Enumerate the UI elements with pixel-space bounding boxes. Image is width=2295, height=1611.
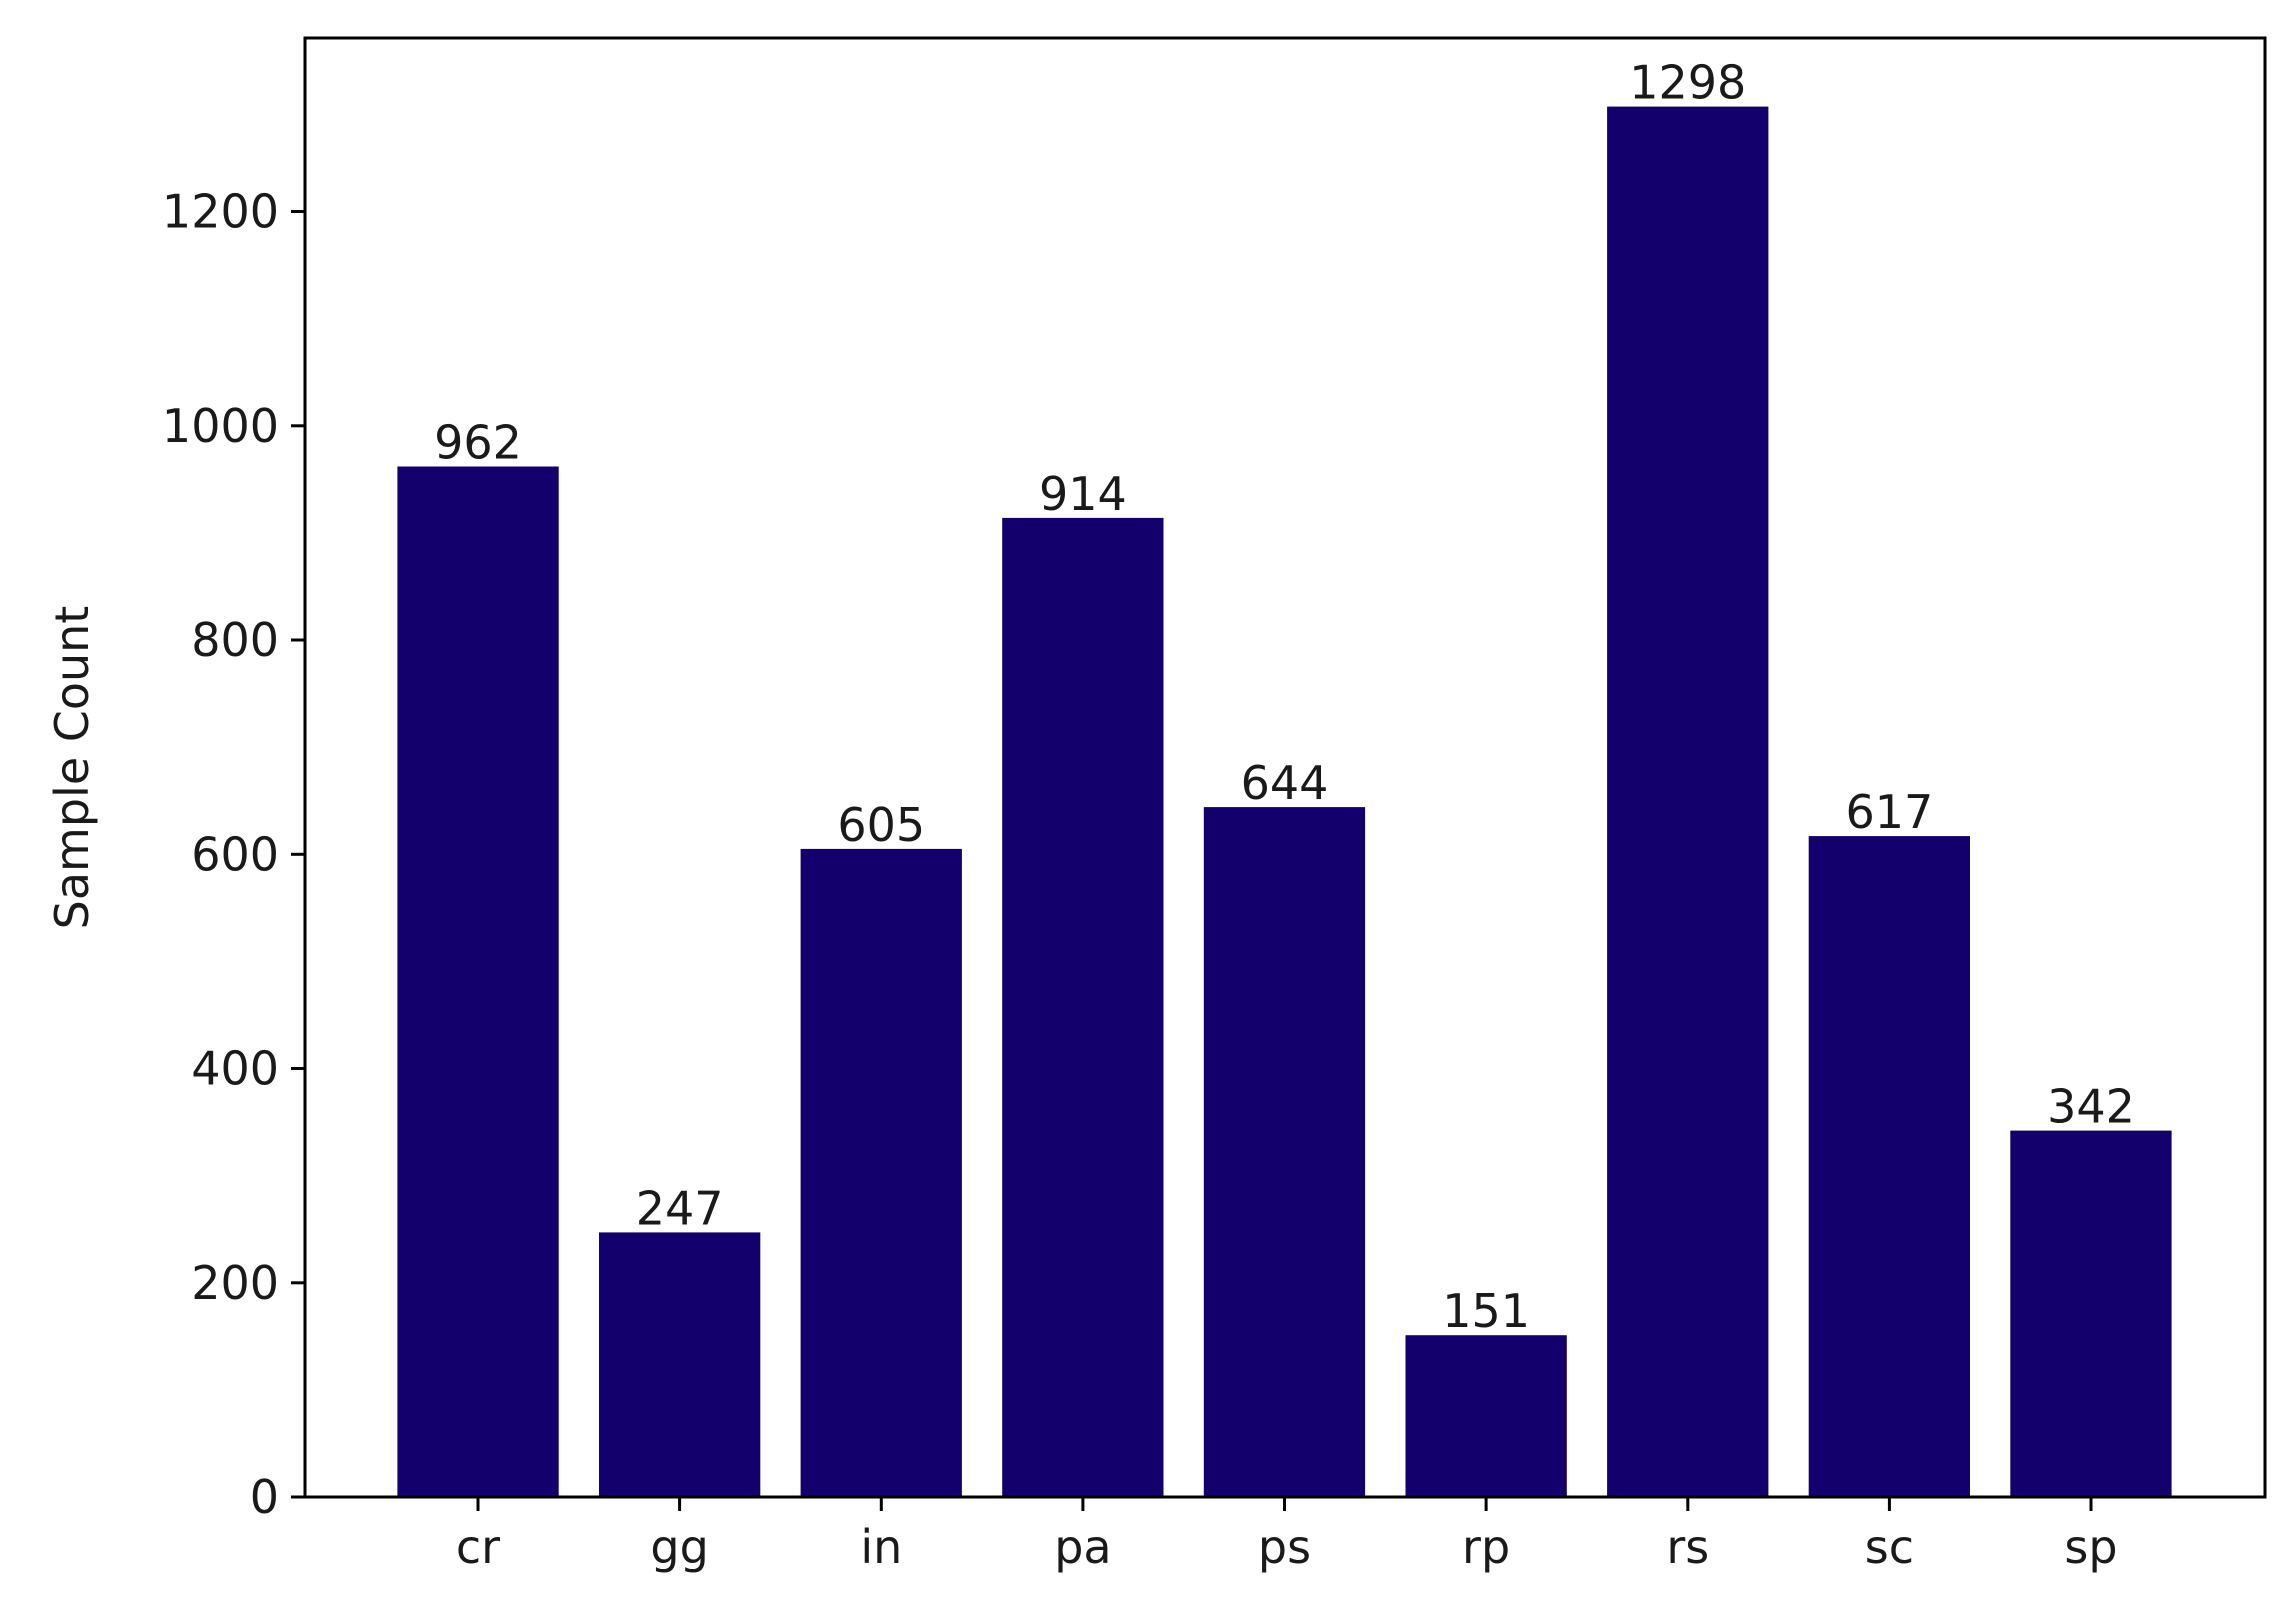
x-tick-label-cr: cr xyxy=(456,1520,500,1574)
y-axis-title: Sample Count xyxy=(45,606,99,930)
bar-sc xyxy=(1808,836,1970,1497)
x-tick-label-ps: ps xyxy=(1258,1520,1311,1574)
bar-rp xyxy=(1405,1335,1567,1497)
x-axis: cr gg in pa ps rp rs sc sp xyxy=(456,1497,2118,1574)
bar-rs xyxy=(1607,106,1769,1498)
y-axis: 0 200 400 600 800 1000 1200 xyxy=(162,185,305,1524)
x-tick-label-pa: pa xyxy=(1054,1520,1111,1574)
data-label-rs: 1298 xyxy=(1629,56,1746,110)
y-tick-label-1000: 1000 xyxy=(162,399,279,453)
y-tick-label-0: 0 xyxy=(250,1470,279,1524)
y-tick-label-600: 600 xyxy=(191,827,279,881)
data-label-sc: 617 xyxy=(1845,785,1933,839)
x-tick-label-sp: sp xyxy=(2064,1520,2117,1574)
bar-gg xyxy=(599,1232,761,1497)
bar-cr xyxy=(397,466,559,1497)
x-tick-label-gg: gg xyxy=(650,1520,708,1574)
y-tick-label-200: 200 xyxy=(191,1256,279,1310)
data-label-cr: 962 xyxy=(434,416,522,470)
data-label-pa: 914 xyxy=(1039,467,1127,521)
y-tick-label-400: 400 xyxy=(191,1042,279,1096)
plot-frame xyxy=(303,36,2267,1499)
data-label-sp: 342 xyxy=(2047,1080,2135,1134)
x-tick-label-rs: rs xyxy=(1666,1520,1709,1574)
bar-pa xyxy=(1002,517,1164,1497)
x-tick-label-sc: sc xyxy=(1865,1520,1914,1574)
y-tick-label-1200: 1200 xyxy=(162,185,279,239)
data-label-rp: 151 xyxy=(1442,1284,1530,1338)
data-label-in: 605 xyxy=(837,798,925,852)
data-label-ps: 644 xyxy=(1241,756,1329,810)
data-label-gg: 247 xyxy=(636,1181,724,1235)
bars-group xyxy=(397,106,2172,1498)
bar-sp xyxy=(2010,1130,2172,1497)
bar-ps xyxy=(1203,807,1366,1497)
data-labels-group: 962 247 605 914 644 151 1298 617 342 xyxy=(434,56,2135,1339)
x-tick-label-in: in xyxy=(860,1520,902,1574)
y-tick-label-800: 800 xyxy=(191,613,279,667)
bar-in xyxy=(800,848,962,1497)
x-tick-label-rp: rp xyxy=(1462,1520,1510,1574)
